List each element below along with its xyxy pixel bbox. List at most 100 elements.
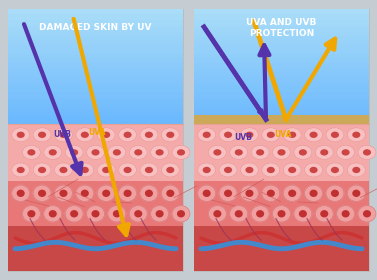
Bar [194, 69, 369, 73]
Ellipse shape [219, 185, 237, 202]
Bar [8, 118, 183, 122]
Ellipse shape [273, 145, 290, 159]
Ellipse shape [229, 145, 248, 160]
Ellipse shape [283, 163, 302, 177]
Bar [194, 92, 369, 96]
Bar [194, 107, 369, 111]
Bar [8, 34, 183, 39]
Bar [194, 46, 369, 50]
Ellipse shape [283, 185, 301, 202]
Ellipse shape [197, 163, 216, 177]
Ellipse shape [272, 205, 291, 222]
Ellipse shape [54, 163, 73, 177]
Ellipse shape [245, 132, 253, 138]
Bar [8, 9, 183, 13]
Bar [8, 69, 183, 73]
Bar [8, 115, 183, 119]
Ellipse shape [325, 127, 344, 142]
Ellipse shape [320, 210, 328, 218]
Bar [8, 66, 183, 70]
Ellipse shape [277, 210, 285, 218]
Ellipse shape [305, 128, 323, 142]
Ellipse shape [33, 185, 51, 202]
Ellipse shape [151, 145, 169, 159]
Ellipse shape [294, 206, 312, 222]
Ellipse shape [166, 132, 174, 138]
Ellipse shape [17, 132, 25, 138]
Bar [8, 101, 183, 105]
Ellipse shape [119, 128, 136, 142]
Ellipse shape [363, 210, 371, 218]
Ellipse shape [166, 167, 174, 173]
Bar [8, 60, 183, 64]
Ellipse shape [60, 167, 67, 173]
Bar [194, 52, 369, 56]
Ellipse shape [347, 128, 365, 142]
Bar [8, 124, 183, 181]
Ellipse shape [315, 205, 334, 222]
Ellipse shape [12, 185, 30, 202]
Ellipse shape [208, 145, 227, 160]
Bar [194, 121, 369, 125]
Ellipse shape [150, 205, 169, 222]
Ellipse shape [213, 149, 221, 156]
Bar [8, 40, 183, 44]
Bar [8, 11, 183, 15]
Bar [8, 121, 183, 125]
Bar [8, 32, 183, 36]
Ellipse shape [129, 205, 148, 222]
Ellipse shape [70, 210, 78, 218]
Ellipse shape [38, 132, 46, 138]
Ellipse shape [92, 149, 100, 156]
Ellipse shape [166, 190, 174, 197]
Ellipse shape [87, 145, 104, 159]
Ellipse shape [65, 206, 83, 222]
Ellipse shape [299, 210, 307, 218]
Ellipse shape [172, 206, 190, 222]
Ellipse shape [108, 145, 126, 159]
Ellipse shape [12, 163, 30, 177]
Ellipse shape [325, 163, 344, 177]
Ellipse shape [43, 145, 62, 160]
Ellipse shape [262, 128, 280, 142]
Ellipse shape [139, 163, 158, 177]
Ellipse shape [81, 132, 89, 138]
Bar [194, 98, 369, 102]
Bar [194, 83, 369, 87]
Ellipse shape [38, 190, 46, 197]
Ellipse shape [33, 163, 52, 177]
Text: UVB: UVB [234, 133, 252, 142]
Ellipse shape [241, 128, 258, 142]
Bar [194, 89, 369, 93]
Text: UVA AND UVB
PROTECTION: UVA AND UVB PROTECTION [246, 18, 317, 38]
Bar [194, 11, 369, 15]
Bar [8, 29, 183, 33]
Ellipse shape [294, 145, 312, 159]
Ellipse shape [358, 145, 376, 159]
Ellipse shape [65, 145, 83, 159]
Ellipse shape [357, 145, 376, 160]
Bar [8, 72, 183, 76]
Ellipse shape [129, 145, 147, 159]
Ellipse shape [113, 210, 121, 218]
Bar [8, 52, 183, 56]
Bar [8, 38, 183, 41]
Ellipse shape [219, 185, 238, 202]
Ellipse shape [352, 190, 360, 197]
Bar [8, 226, 183, 271]
Ellipse shape [304, 185, 323, 202]
Ellipse shape [151, 206, 169, 222]
Ellipse shape [54, 185, 72, 202]
Ellipse shape [140, 185, 158, 202]
Ellipse shape [240, 185, 259, 202]
Bar [194, 115, 369, 119]
Ellipse shape [161, 127, 180, 142]
Ellipse shape [230, 206, 248, 222]
Ellipse shape [342, 210, 349, 218]
Ellipse shape [245, 190, 253, 197]
Ellipse shape [11, 163, 30, 177]
Ellipse shape [54, 163, 72, 177]
Ellipse shape [203, 167, 211, 173]
Ellipse shape [97, 185, 115, 202]
Ellipse shape [219, 163, 237, 177]
